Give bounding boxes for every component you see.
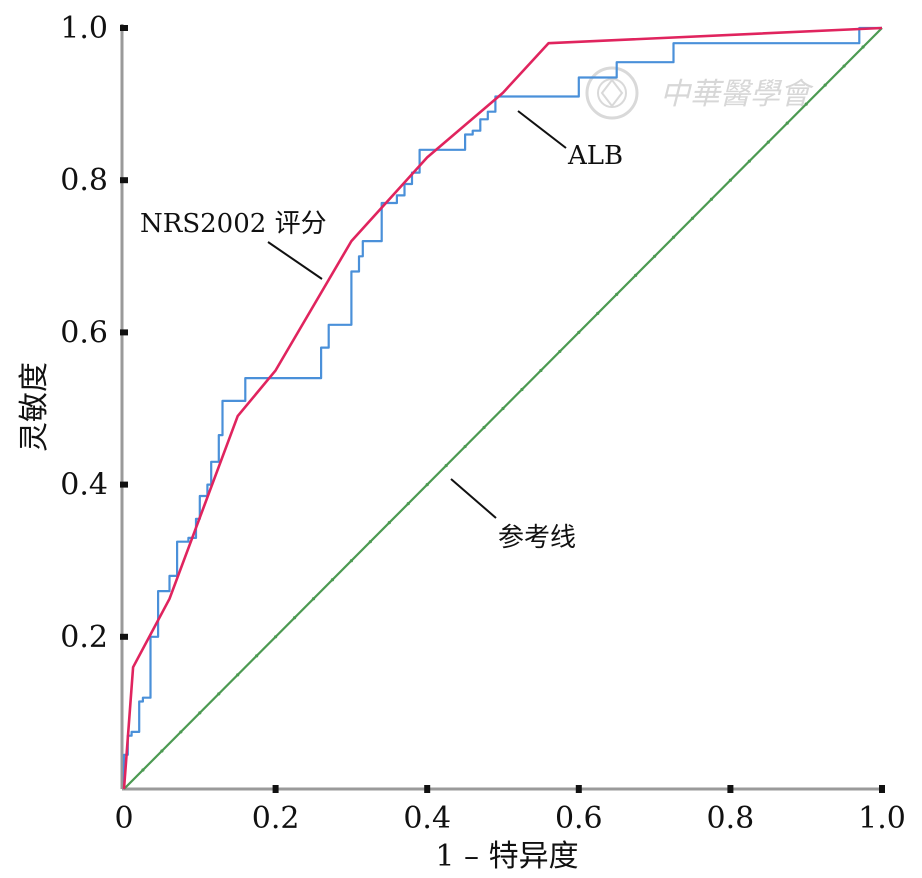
reference-marker [671,235,676,239]
series-line-nrs2002 [122,26,883,790]
reference-marker [160,749,164,753]
x-tick-label: 1.0 [858,801,906,836]
reference-marker [690,216,695,220]
y-tick-label: 0.6 [60,315,108,350]
reference-marker [406,502,410,506]
annotation-label: NRS2002 评分 [140,209,327,239]
reference-marker [728,178,733,182]
reference-marker [577,330,581,334]
y-tick-mark [120,633,128,640]
x-tick-mark [424,785,431,793]
reference-marker [368,540,372,544]
reference-marker [520,387,524,392]
annotation-leader-line [517,110,567,149]
y-tick-label: 0.2 [60,620,108,655]
x-tick-mark [879,785,885,793]
x-axis-title: 1 – 特异度 [435,839,578,874]
watermark: 中華醫學會 [585,66,814,120]
reference-marker [861,45,865,49]
x-tick-label: 0.4 [403,801,451,836]
annotation-leader-line [450,478,497,519]
x-ticks: 0 0.2 0.4 0.6 0.8 1.0 [114,785,906,836]
reference-marker [179,730,183,734]
series-line-alb [122,26,882,789]
reference-marker [482,425,486,430]
reference-marker [255,654,259,658]
x-tick-mark [575,785,582,793]
reference-marker [292,616,297,620]
reference-marker [217,692,221,696]
reference-marker [634,273,638,277]
reference-marker [558,349,562,354]
reference-marker [615,292,619,296]
reference-marker [425,483,429,487]
annotation-layer: NRS2002 评分 ALB 参考线 [140,110,623,553]
y-tick-label: 1.0 [60,11,108,46]
reference-marker [198,711,202,715]
reference-marker [274,635,278,639]
annotation-label: ALB [567,141,623,171]
y-tick-label: 0.4 [60,468,108,503]
reference-marker [709,197,714,201]
reference-marker [141,768,145,772]
reference-marker [387,521,391,525]
reference-marker [501,406,505,411]
y-tick-mark [120,329,128,336]
series-layer [122,26,883,790]
x-tick-label: 0.6 [555,801,603,836]
y-tick-mark [120,481,128,488]
reference-marker [463,444,467,449]
reference-marker [804,102,808,106]
reference-marker [330,578,335,582]
reference-marker [747,159,751,163]
y-tick-mark [120,177,128,184]
annotation-leader-line [267,241,323,280]
society-seal-icon [585,66,639,120]
reference-marker [823,83,827,87]
y-tick-mark [120,25,128,31]
reference-marker [842,64,846,68]
x-tick-mark [272,785,279,793]
annotation-label: 参考线 [498,523,576,553]
reference-marker [444,463,448,468]
reference-marker [349,559,353,563]
reference-marker [539,368,543,373]
reference-marker [785,121,789,125]
reference-marker [653,254,657,258]
reference-marker [311,597,316,601]
y-tick-label: 0.8 [60,163,108,198]
x-tick-label: 0 [114,801,133,836]
reference-marker [596,311,600,315]
y-ticks: 0.2 0.4 0.6 0.8 1.0 [60,11,128,655]
reference-marker [766,140,770,144]
x-tick-label: 0.2 [252,801,300,836]
x-tick-label: 0.8 [707,801,755,836]
x-tick-mark [727,785,734,793]
y-axis-title: 灵敏度 [17,362,52,452]
reference-marker [236,673,240,677]
watermark-text: 中華醫學會 [660,77,814,112]
